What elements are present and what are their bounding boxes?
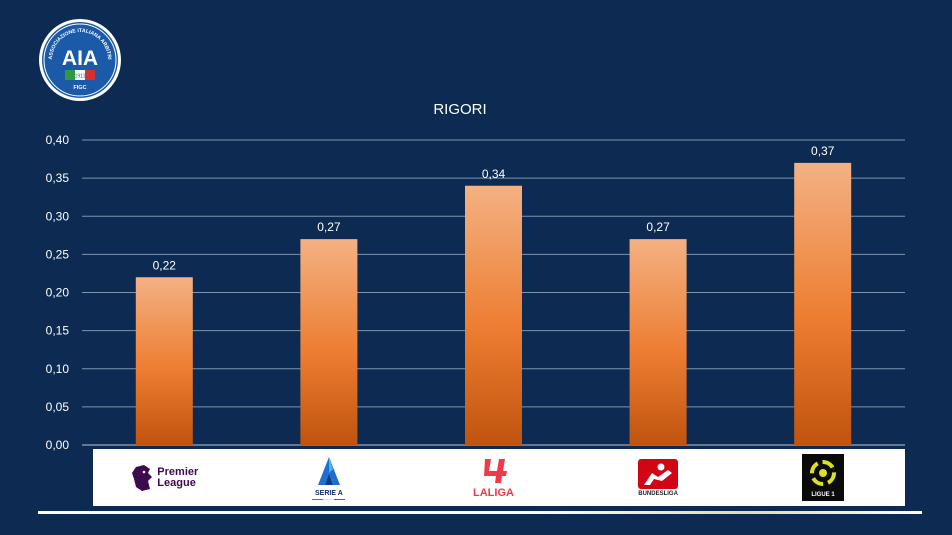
laliga-icon — [483, 458, 507, 483]
bundesliga-logo: BUNDESLIGA — [598, 449, 718, 506]
bar-value-label: 0,34 — [482, 167, 506, 181]
y-tick-label: 0,10 — [46, 362, 70, 376]
y-tick-label: 0,00 — [46, 438, 70, 452]
premier-league-line1: Premier — [157, 465, 199, 478]
serie-a-label: SERIE A — [315, 489, 343, 497]
bar — [300, 239, 358, 445]
svg-text:1911: 1911 — [75, 74, 86, 80]
serie-a-icon — [317, 456, 340, 485]
premier-league-logo: Premier League — [104, 449, 224, 506]
y-tick-label: 0,20 — [46, 286, 70, 300]
bar-value-label: 0,27 — [646, 220, 670, 234]
ligue-1-icon: LIGUE 1 — [801, 454, 844, 501]
y-tick-label: 0,30 — [46, 209, 70, 223]
bar — [794, 162, 852, 445]
y-tick-label: 0,40 — [46, 133, 70, 147]
bottom-divider — [38, 511, 922, 514]
bundesliga-label: BUNDESLIGA — [638, 490, 678, 497]
bar-value-label: 0,37 — [811, 144, 835, 158]
lion-icon — [132, 464, 153, 491]
svg-text:LIGUE 1: LIGUE 1 — [811, 492, 835, 498]
laliga-logo: LALIGA — [434, 449, 554, 506]
bar-value-label: 0,27 — [317, 220, 341, 234]
bar — [465, 185, 522, 445]
y-tick-label: 0,35 — [46, 171, 70, 185]
bar — [629, 239, 687, 445]
bar-value-label: 0,22 — [153, 258, 177, 272]
ligue-1-logo: LIGUE 1 — [763, 449, 883, 506]
serie-a-logo: SERIE A — [269, 449, 389, 506]
bundesliga-icon — [638, 458, 679, 489]
bar — [135, 277, 193, 445]
premier-league-line2: League — [157, 476, 196, 489]
y-tick-label: 0,25 — [46, 247, 70, 261]
y-tick-label: 0,15 — [46, 324, 70, 338]
chart-title: RIGORI — [433, 101, 487, 118]
svg-text:FIGC: FIGC — [73, 85, 86, 91]
laliga-label: LALIGA — [473, 486, 514, 499]
aia-logo: ASSOCIAZIONE ITALIANA ARBITRI AIA 1911 F… — [39, 19, 121, 101]
y-tick-label: 0,05 — [46, 400, 70, 414]
league-logo-strip: Premier League SERIE A LALIGA BUNDESL — [93, 449, 905, 506]
svg-text:AIA: AIA — [62, 47, 98, 70]
